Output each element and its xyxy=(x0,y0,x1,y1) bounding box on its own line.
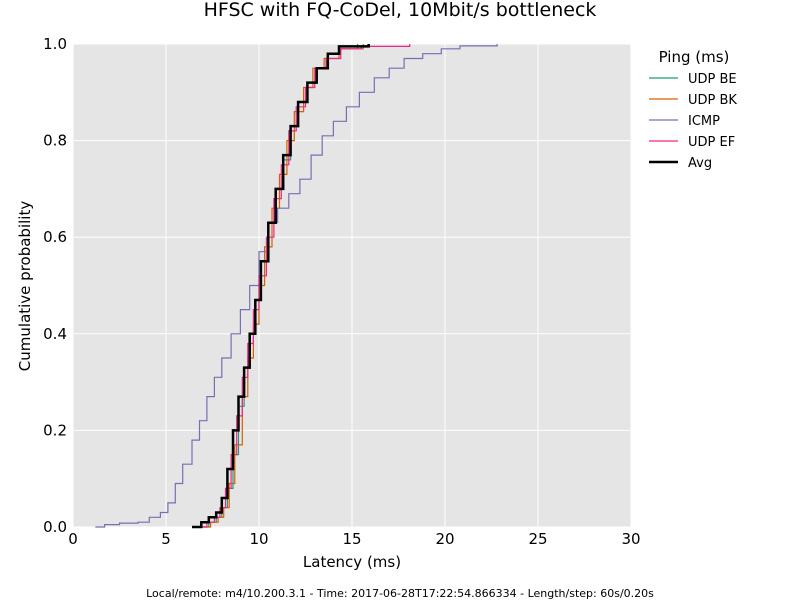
x-axis-label: Latency (ms) xyxy=(303,553,401,571)
x-tick-label: 25 xyxy=(528,530,547,548)
y-tick-label: 1.0 xyxy=(43,35,67,53)
y-tick-label: 0.4 xyxy=(43,325,67,343)
y-tick-labels: 0.0 0.2 0.4 0.6 0.8 1.0 xyxy=(43,35,67,536)
legend-label-udp-bk: UDP BK xyxy=(688,93,737,108)
x-tick-label: 5 xyxy=(161,530,171,548)
legend: Ping (ms) UDP BE UDP BK ICMP UDP EF Avg xyxy=(649,48,737,171)
x-tick-label: 30 xyxy=(621,530,640,548)
y-tick-label: 0.6 xyxy=(43,228,67,246)
footer-info: Local/remote: m4/10.200.3.1 - Time: 2017… xyxy=(146,587,654,600)
x-tick-label: 15 xyxy=(342,530,361,548)
y-axis-label: Cumulative probability xyxy=(16,201,34,372)
series-line-avg xyxy=(192,44,370,529)
series-group xyxy=(95,44,498,529)
legend-label-udp-be: UDP BE xyxy=(688,72,737,87)
chart-title: HFSC with FQ-CoDel, 10Mbit/s bottleneck xyxy=(204,0,597,21)
legend-label-avg: Avg xyxy=(688,156,712,171)
legend-label-udp-ef: UDP EF xyxy=(688,135,735,150)
x-tick-label: 20 xyxy=(435,530,454,548)
x-tick-label: 10 xyxy=(249,530,268,548)
y-tick-label: 0.8 xyxy=(43,132,67,150)
y-tick-label: 0.2 xyxy=(43,421,67,439)
legend-label-icmp: ICMP xyxy=(688,114,720,129)
x-tick-label: 0 xyxy=(68,530,78,548)
legend-title: Ping (ms) xyxy=(659,48,730,66)
y-tick-label: 0.0 xyxy=(43,518,67,536)
x-tick-labels: 0 5 10 15 20 25 30 xyxy=(68,530,640,548)
